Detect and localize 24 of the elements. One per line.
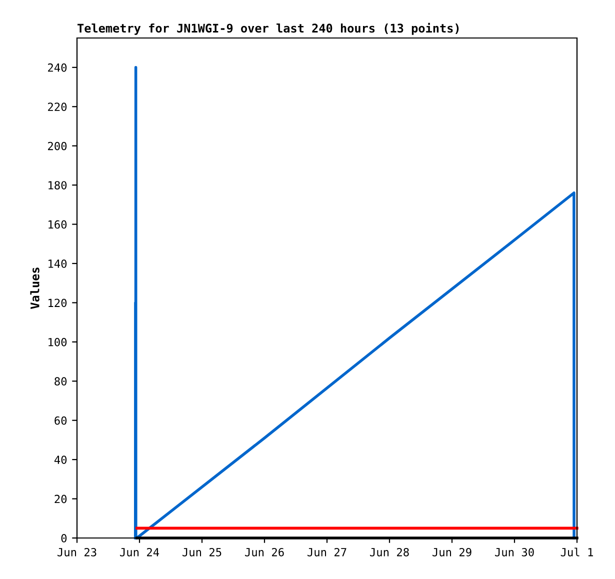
y-tick-label: 180 bbox=[48, 181, 67, 190]
y-tick-label: 140 bbox=[48, 259, 67, 268]
x-tick-label: Jul 1 bbox=[560, 548, 593, 556]
x-tick-label: Jun 24 bbox=[120, 548, 160, 556]
x-tick-label: Jun 26 bbox=[245, 548, 284, 556]
y-tick-label: 20 bbox=[54, 494, 67, 504]
y-tick-label: 120 bbox=[48, 298, 67, 308]
x-tick-label: Jun 27 bbox=[308, 548, 346, 556]
y-tick-label: 160 bbox=[48, 220, 67, 229]
x-tick-label: Jun 28 bbox=[370, 548, 409, 556]
y-tick-label: 200 bbox=[48, 142, 67, 150]
x-tick-label: Jun 30 bbox=[495, 548, 534, 556]
y-tick-label: 100 bbox=[48, 338, 67, 346]
y-axis-title: Values bbox=[30, 268, 40, 309]
y-tick-label: 60 bbox=[54, 416, 67, 425]
x-tick-label: Jun 25 bbox=[182, 548, 222, 556]
y-tick-label: 220 bbox=[48, 102, 67, 112]
y-tick-label: 0 bbox=[61, 534, 67, 542]
y-tick-label: 40 bbox=[54, 456, 67, 464]
x-tick-label: Jun 29 bbox=[432, 548, 472, 556]
y-tick-label: 240 bbox=[48, 63, 67, 72]
chart-title: Telemetry for JN1WGI-9 over last 240 hours (13 points) bbox=[78, 22, 459, 35]
y-tick-label: 80 bbox=[54, 377, 67, 386]
x-tick-label: Jun 23 bbox=[58, 548, 96, 556]
